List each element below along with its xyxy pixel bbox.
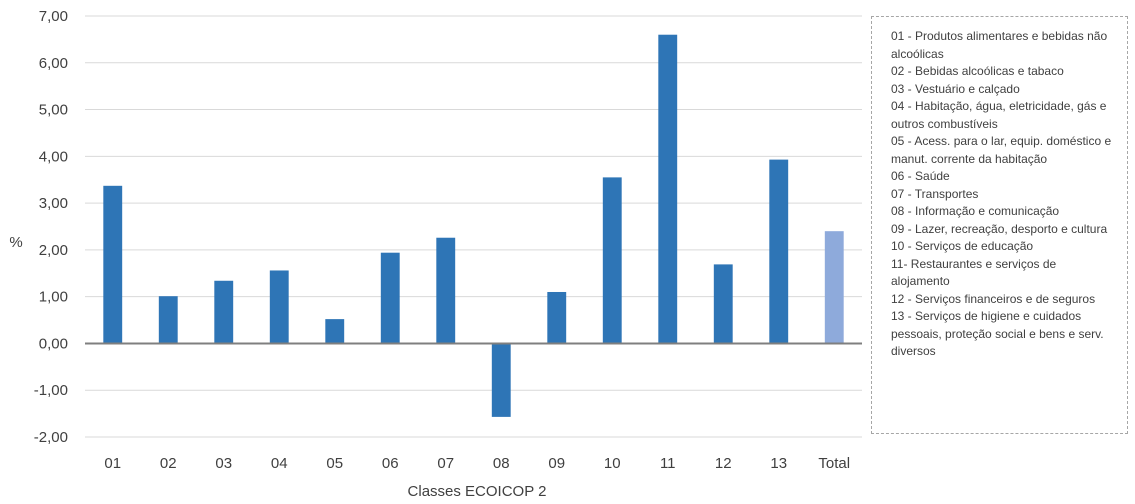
y-tick-label: 2,00	[39, 242, 68, 259]
y-tick-label: 5,00	[39, 102, 68, 119]
y-tick-label: -2,00	[34, 429, 68, 446]
x-tick-label: 08	[493, 455, 510, 472]
y-tick-label: 6,00	[39, 55, 68, 72]
x-tick-label: 02	[160, 455, 177, 472]
bar-08	[491, 343, 511, 417]
y-tick-label: 1,00	[39, 289, 68, 306]
x-tick-label: 12	[715, 455, 732, 472]
bar-13	[769, 159, 789, 344]
legend-item: 12 - Serviços financeiros e de seguros	[891, 291, 1096, 306]
bar-01	[103, 185, 123, 344]
bar-03	[214, 280, 234, 344]
legend-item: 04 - Habitação, água, eletricidade, gás …	[891, 99, 1107, 131]
gridlines	[85, 15, 862, 438]
legend: 01 - Produtos alimentares e bebidas não …	[871, 16, 1128, 434]
legend-item: 07 - Transportes	[891, 186, 979, 201]
bar-06	[380, 252, 400, 344]
legend-item: 11- Restaurantes e serviços de alojament…	[891, 256, 1057, 289]
x-tick-label: 05	[326, 455, 343, 472]
bar-12	[713, 264, 733, 344]
y-tick-label: 3,00	[39, 195, 68, 212]
y-tick-label: 4,00	[39, 148, 68, 165]
bar-11	[658, 34, 678, 344]
y-tick-label: -1,00	[34, 382, 68, 399]
legend-item: 13 - Serviços de higiene e cuidados pess…	[891, 309, 1104, 358]
y-axis-ticks: -2,00 -1,00 0,00 1,00 2,00 3,00 4,00 5,00 6,00 7,…	[34, 8, 68, 446]
legend-item: 08 - Informação e comunicação	[891, 204, 1060, 218]
x-tick-label: 10	[604, 455, 621, 472]
legend-item: 09 - Lazer, recreação, desporto e cultur…	[891, 221, 1108, 236]
legend-item: 05 - Acess. para o lar, equip. doméstico…	[891, 134, 1112, 166]
x-tick-label: 06	[382, 455, 399, 472]
x-tick-label: 04	[271, 455, 288, 472]
x-tick-label: Total	[818, 455, 850, 472]
bar-02	[158, 296, 178, 344]
x-tick-label: 01	[104, 455, 121, 472]
legend-list: 01 - Produtos alimentares e bebidas não …	[891, 28, 1117, 361]
y-tick-label: 0,00	[39, 335, 68, 352]
bar-07	[436, 237, 456, 344]
x-tick-label: 13	[770, 455, 787, 472]
x-axis-ticks: 01 02 03 04 05 06 07 08 09 10 11 12 13 Total	[104, 455, 850, 472]
bar-09	[547, 291, 567, 344]
bar-04	[269, 270, 289, 344]
bar-10	[602, 177, 622, 344]
legend-item: 06 - Saúde	[891, 169, 950, 183]
x-tick-label: 07	[437, 455, 454, 472]
bar-total	[824, 231, 844, 344]
x-tick-label: 09	[548, 455, 565, 472]
legend-item: 10 - Serviços de educação	[891, 239, 1034, 253]
legend-item: 02 - Bebidas alcoólicas e tabaco	[891, 64, 1064, 78]
x-tick-label: 03	[215, 455, 232, 472]
y-tick-label: 7,00	[39, 8, 68, 25]
legend-item: 01 - Produtos alimentares e bebidas não …	[891, 29, 1108, 61]
y-axis-title: %	[9, 234, 22, 251]
bars	[85, 34, 862, 417]
bar-05	[325, 319, 345, 344]
legend-item: 03 - Vestuário e calçado	[891, 81, 1020, 96]
x-tick-label: 11	[660, 455, 676, 472]
x-axis-title: Classes ECOICOP 2	[408, 483, 547, 500]
